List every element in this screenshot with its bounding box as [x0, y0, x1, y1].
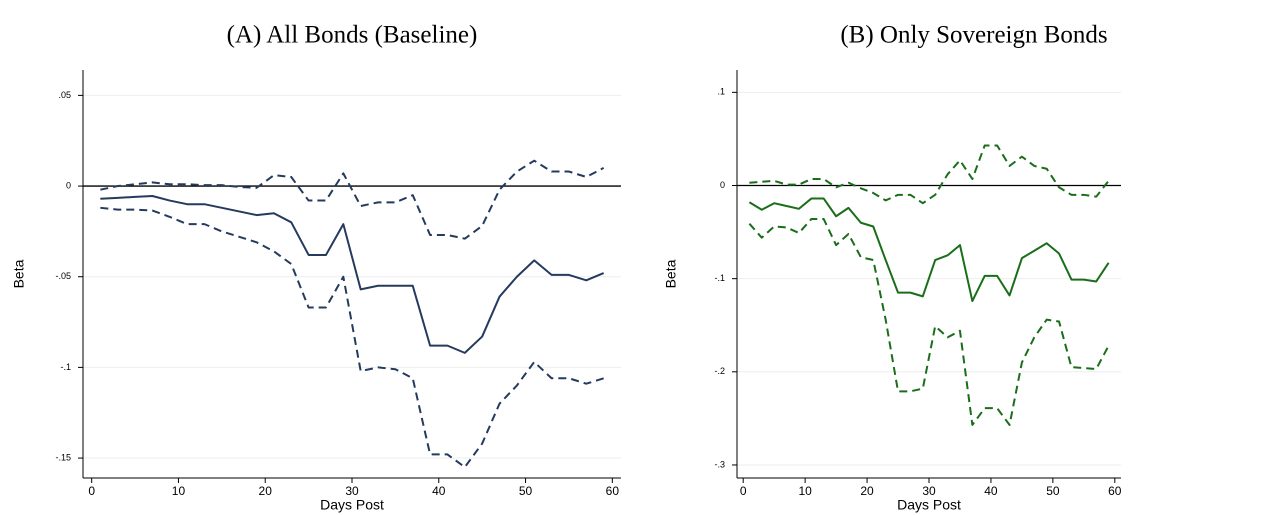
x-tick-label: 0 [88, 484, 95, 498]
y-tick-label: 0 [66, 180, 71, 190]
x-tick-label: 40 [984, 484, 998, 498]
series-line [748, 197, 1110, 303]
x-tick-label: 50 [519, 484, 533, 498]
y-axis-label: Beta [663, 259, 679, 288]
x-tick-label: 20 [259, 484, 273, 498]
x-tick-label: 40 [432, 484, 446, 498]
x-tick-label: 10 [798, 484, 812, 498]
y-tick-label: -.2 [714, 366, 725, 376]
chart-panel: (A) All Bonds (Baseline) .05 0 -.05 -.1 -.15 0… [11, 22, 621, 513]
x-tick-label: 10 [172, 484, 186, 498]
y-tick-label: -.15 [55, 452, 71, 462]
series-line [100, 159, 605, 240]
y-tick-label: 0 [720, 180, 725, 190]
series-line [748, 218, 1110, 426]
y-tick-label: -.05 [55, 271, 71, 281]
y-axis-label: Beta [11, 259, 27, 288]
x-tick-label: 30 [922, 484, 936, 498]
y-tick-label: .1 [717, 87, 725, 97]
x-axis-label: Days Post [320, 497, 384, 513]
x-tick-label: 20 [860, 484, 874, 498]
chart-title: (A) All Bonds (Baseline) [227, 22, 478, 49]
x-tick-label: 60 [606, 484, 620, 498]
x-tick-label: 50 [1046, 484, 1060, 498]
series-line [749, 144, 1110, 205]
y-tick-label: -.1 [60, 362, 71, 372]
chart-panel: (B) Only Sovereign Bonds .1 0 -.1 -.2 -.3 0 10 2… [663, 22, 1122, 513]
x-tick-label: 0 [740, 484, 747, 498]
x-tick-label: 60 [1108, 484, 1122, 498]
x-axis-label: Days Post [897, 497, 961, 513]
series-line [100, 206, 604, 469]
chart-title: (B) Only Sovereign Bonds [840, 22, 1107, 49]
y-tick-label: -.3 [714, 459, 725, 469]
series-line [100, 195, 605, 354]
y-tick-label: .05 [58, 90, 71, 100]
y-tick-label: -.1 [714, 273, 725, 283]
x-tick-label: 30 [345, 484, 359, 498]
